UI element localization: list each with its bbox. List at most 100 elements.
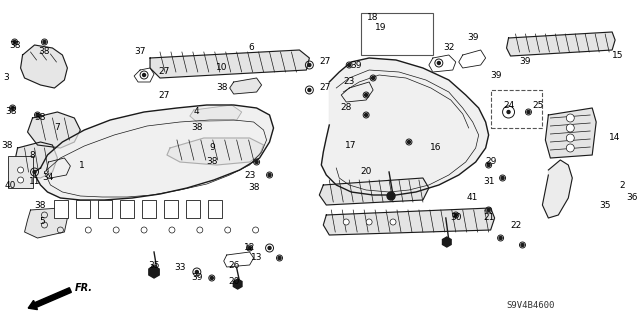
Circle shape	[527, 110, 530, 114]
Bar	[164, 200, 178, 218]
Text: 40: 40	[5, 181, 16, 189]
Polygon shape	[323, 208, 495, 235]
Bar	[142, 200, 156, 218]
Circle shape	[390, 219, 396, 225]
Text: 32: 32	[443, 43, 454, 53]
Text: 38: 38	[206, 158, 218, 167]
Circle shape	[268, 247, 271, 249]
Circle shape	[33, 170, 36, 174]
Text: 19: 19	[375, 24, 387, 33]
Circle shape	[487, 209, 490, 211]
Text: 21: 21	[483, 213, 494, 222]
Circle shape	[308, 88, 311, 92]
Text: 10: 10	[216, 63, 227, 72]
Text: 29: 29	[485, 158, 496, 167]
Circle shape	[17, 167, 24, 173]
Text: 6: 6	[249, 43, 255, 53]
Circle shape	[365, 114, 367, 116]
Text: S9V4B4600: S9V4B4600	[506, 301, 555, 310]
Text: 37: 37	[134, 48, 146, 56]
Circle shape	[13, 41, 16, 43]
Circle shape	[278, 256, 281, 259]
Text: 41: 41	[467, 194, 478, 203]
Text: 38: 38	[35, 201, 46, 210]
Polygon shape	[28, 112, 81, 148]
Polygon shape	[20, 45, 67, 88]
Circle shape	[17, 177, 24, 183]
Text: 34: 34	[43, 174, 54, 182]
Polygon shape	[545, 108, 596, 158]
Circle shape	[454, 213, 457, 217]
Circle shape	[43, 41, 46, 43]
Text: 39: 39	[520, 57, 531, 66]
Circle shape	[268, 174, 271, 176]
Polygon shape	[190, 105, 242, 122]
Text: 36: 36	[627, 194, 638, 203]
Text: 39: 39	[467, 33, 479, 42]
Circle shape	[365, 93, 367, 97]
Text: 12: 12	[244, 243, 255, 253]
Text: 39: 39	[351, 61, 362, 70]
Circle shape	[566, 124, 574, 132]
FancyArrow shape	[28, 288, 71, 310]
Text: 1: 1	[79, 160, 85, 169]
Text: 38: 38	[5, 108, 17, 116]
Text: 27: 27	[319, 57, 331, 66]
Circle shape	[501, 176, 504, 180]
Text: 38: 38	[1, 140, 12, 150]
Circle shape	[255, 160, 258, 164]
Text: 38: 38	[216, 84, 227, 93]
Bar	[54, 200, 68, 218]
Text: 3: 3	[4, 73, 10, 83]
Text: FR.: FR.	[74, 283, 92, 293]
Polygon shape	[321, 58, 488, 195]
Circle shape	[195, 271, 198, 273]
Text: 22: 22	[510, 220, 521, 229]
Text: 11: 11	[29, 177, 40, 187]
Circle shape	[11, 107, 14, 109]
Circle shape	[308, 63, 311, 66]
Bar	[99, 200, 112, 218]
Text: 8: 8	[29, 151, 35, 160]
Circle shape	[566, 134, 574, 142]
Polygon shape	[543, 160, 572, 218]
Text: 38: 38	[248, 183, 259, 192]
Text: 38: 38	[191, 123, 203, 132]
Circle shape	[152, 266, 156, 270]
Text: 27: 27	[158, 68, 170, 77]
Text: 33: 33	[174, 263, 186, 272]
Polygon shape	[15, 142, 58, 178]
Circle shape	[566, 144, 574, 152]
Text: 24: 24	[503, 100, 514, 109]
Circle shape	[372, 77, 374, 79]
Text: 30: 30	[450, 213, 461, 222]
Circle shape	[437, 62, 440, 64]
Text: 38: 38	[9, 41, 20, 50]
Text: 28: 28	[340, 103, 352, 113]
Text: 23: 23	[244, 170, 255, 180]
Circle shape	[248, 247, 251, 249]
Text: 25: 25	[532, 100, 544, 109]
Text: 17: 17	[346, 140, 357, 150]
Polygon shape	[35, 105, 273, 200]
Text: 14: 14	[609, 133, 621, 143]
Text: 7: 7	[54, 123, 60, 132]
Circle shape	[507, 110, 510, 114]
Text: 18: 18	[367, 13, 379, 23]
Text: 9: 9	[209, 144, 214, 152]
Text: 5: 5	[40, 218, 45, 226]
Text: 26: 26	[228, 261, 239, 270]
Circle shape	[408, 140, 410, 144]
Polygon shape	[506, 32, 615, 56]
Circle shape	[387, 192, 395, 200]
Text: 35: 35	[600, 201, 611, 210]
Text: 31: 31	[483, 177, 494, 187]
Polygon shape	[167, 138, 264, 165]
Circle shape	[499, 236, 502, 240]
Text: 15: 15	[612, 50, 624, 60]
Text: 39: 39	[191, 273, 203, 283]
Text: 39: 39	[490, 70, 501, 79]
Bar	[8, 156, 33, 188]
Text: 4: 4	[194, 108, 200, 116]
Circle shape	[566, 114, 574, 122]
